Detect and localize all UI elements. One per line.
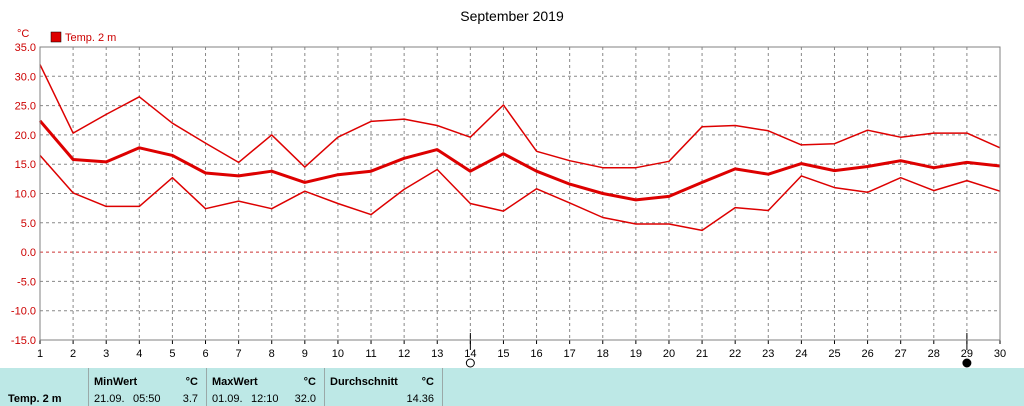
x-tick-label: 13 <box>431 348 443 360</box>
x-tick-label: 11 <box>365 348 376 360</box>
separator <box>88 368 89 406</box>
x-tick-label: 20 <box>663 348 675 360</box>
y-tick-labels: 35.0 30.0 25.0 20.0 15.0 10.0 5.0 0.0 -5.0 -10.0 -… <box>11 42 36 347</box>
x-tick-labels: 1 2 3 4 5 6 7 8 9 10 11 12 13 14 15 16 17 18 19 20 21 22 23 24 2… <box>37 340 1006 360</box>
info-row-label: Temp. 2 m <box>8 393 62 405</box>
new-moon-icon <box>465 358 475 368</box>
separator <box>324 368 325 406</box>
y-tick-label: -10.0 <box>11 306 36 318</box>
chart-title: September 2019 <box>460 8 564 24</box>
x-tick-label: 27 <box>895 348 907 360</box>
min-date: 21.09. <box>94 393 125 405</box>
min-header: MinWert <box>94 376 138 388</box>
separator <box>206 368 207 406</box>
y-tick-label: 15.0 <box>15 159 36 171</box>
x-tick-label: 14 <box>464 348 476 360</box>
plot-frame <box>39 46 1001 341</box>
y-tick-label: 5.0 <box>21 218 36 230</box>
x-tick-label: 28 <box>928 348 940 360</box>
x-tick-label: 17 <box>564 348 576 360</box>
x-tick-label: 15 <box>497 348 509 360</box>
moon-markers <box>465 333 972 368</box>
avg-header: Durchschnitt <box>330 376 398 388</box>
avg-value: 14.36 <box>406 393 434 405</box>
info-bar: Temp. 2 m MinWert °C 21.09. 05:50 3.7 Ma… <box>0 368 1024 406</box>
min-value: 3.7 <box>182 393 198 405</box>
y-tick-label: 10.0 <box>15 189 36 201</box>
separator <box>442 368 443 406</box>
series-line-max <box>39 64 1001 169</box>
series-line-min <box>39 154 1001 232</box>
x-tick-label: 16 <box>530 348 542 360</box>
x-tick-label: 30 <box>994 348 1006 360</box>
max-time: 12:10 <box>251 393 279 405</box>
x-tick-label: 19 <box>630 348 642 360</box>
y-tick-label: 25.0 <box>15 101 36 113</box>
x-tick-label: 26 <box>861 348 873 360</box>
y-tick-label: -5.0 <box>17 276 36 288</box>
series-lines <box>38 64 1001 232</box>
y-tick-label: 35.0 <box>15 42 36 54</box>
x-tick-label: 4 <box>136 348 142 360</box>
y-tick-label: -15.0 <box>11 335 36 347</box>
y-axis-unit: °C <box>17 28 29 40</box>
x-tick-label: 10 <box>332 348 344 360</box>
series-line-mittel <box>38 119 1001 202</box>
x-tick-label: 2 <box>70 348 76 360</box>
x-tick-label: 6 <box>202 348 208 360</box>
max-header: MaxWert <box>212 376 258 388</box>
x-tick-label: 5 <box>169 348 175 360</box>
x-tick-label: 3 <box>103 348 109 360</box>
full-moon-icon <box>962 358 972 368</box>
max-date: 01.09. <box>212 393 243 405</box>
x-tick-label: 12 <box>398 348 410 360</box>
x-tick-label: 18 <box>597 348 609 360</box>
max-cell: MaxWert °C 01.09. 12:10 32.0 <box>206 368 324 406</box>
x-tick-label: 9 <box>302 348 308 360</box>
min-cell: MinWert °C 21.09. 05:50 3.7 <box>88 368 206 406</box>
max-value: 32.0 <box>294 393 316 405</box>
x-tick-label: 25 <box>828 348 840 360</box>
temperature-chart: September 2019 °C Temp. 2 m 35.030.025.0… <box>11 8 1006 368</box>
min-time: 05:50 <box>133 393 161 405</box>
x-tick-label: 7 <box>236 348 242 360</box>
x-tick-label: 22 <box>729 348 741 360</box>
x-tick-label: 8 <box>269 348 275 360</box>
min-unit: °C <box>185 376 198 388</box>
y-tick-label: 30.0 <box>15 71 36 83</box>
avg-cell: Durchschnitt °C 14.36 <box>324 368 442 406</box>
y-tick-label: 0.0 <box>21 247 36 259</box>
x-tick-label: 29 <box>961 348 973 360</box>
legend-label: Temp. 2 m <box>65 32 116 44</box>
grid <box>40 47 1000 340</box>
x-tick-label: 21 <box>696 348 708 360</box>
legend-swatch <box>50 31 62 43</box>
y-tick-label: 20.0 <box>15 130 36 142</box>
avg-unit: °C <box>421 376 434 388</box>
max-unit: °C <box>303 376 316 388</box>
x-tick-label: 1 <box>37 348 43 360</box>
x-tick-label: 24 <box>795 348 807 360</box>
x-tick-label: 23 <box>762 348 774 360</box>
